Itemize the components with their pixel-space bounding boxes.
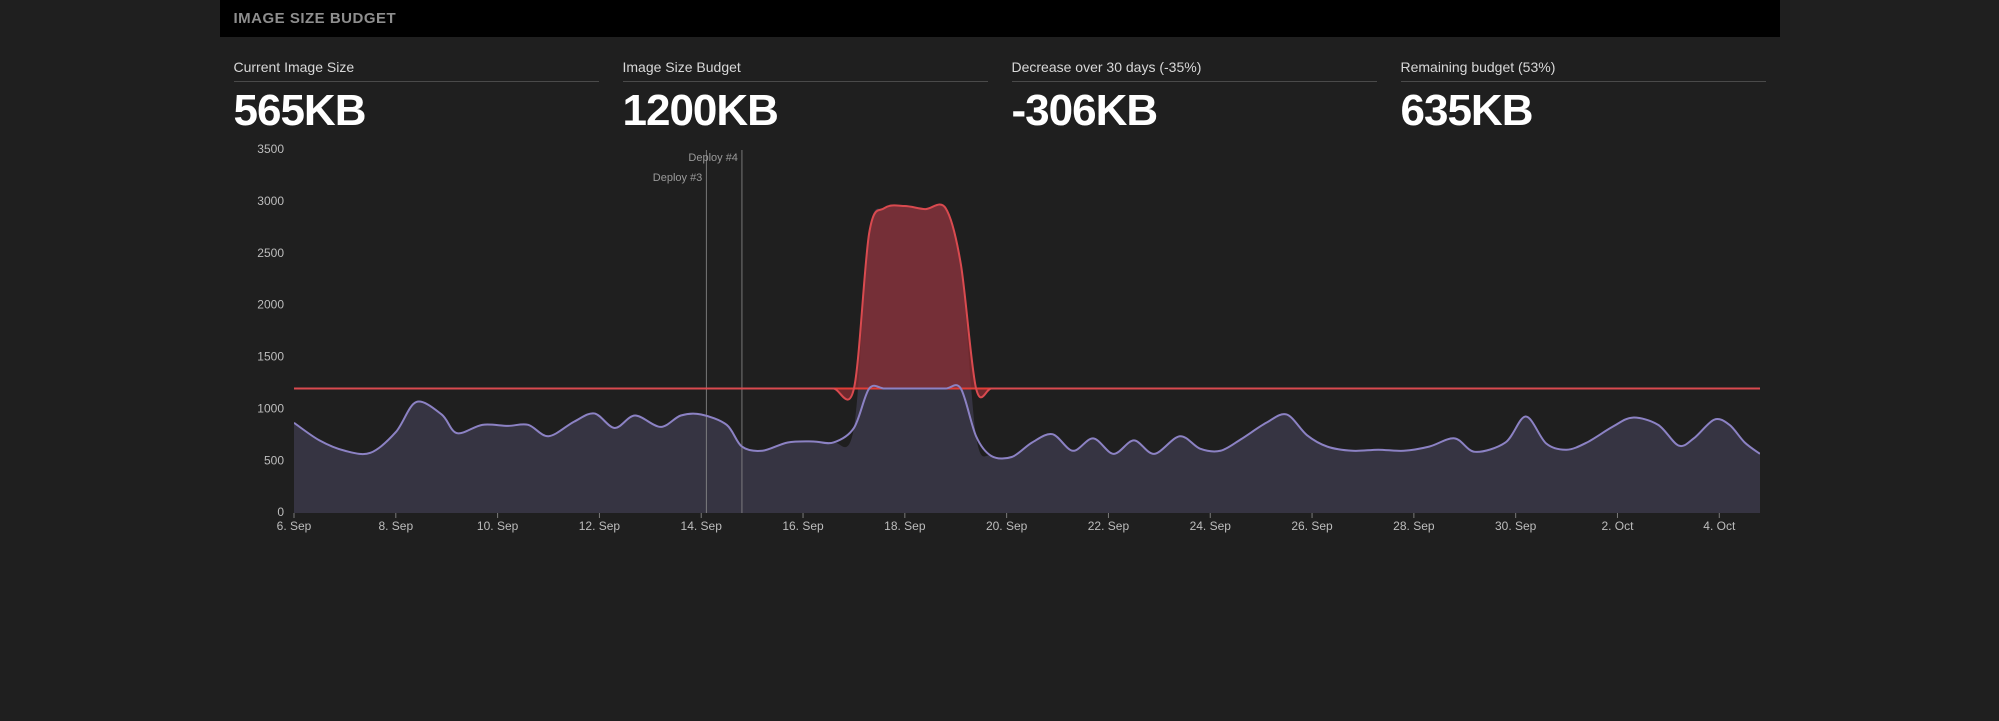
x-axis-tick-label: 6. Sep [276, 519, 311, 533]
x-axis-tick-label: 4. Oct [1703, 519, 1736, 533]
y-axis-tick-label: 1500 [257, 350, 284, 364]
metric-decrease: Decrease over 30 days (-35%) -306KB [1012, 59, 1377, 134]
metric-label: Remaining budget (53%) [1401, 59, 1766, 82]
metric-label: Image Size Budget [623, 59, 988, 82]
x-axis-tick-label: 8. Sep [378, 519, 413, 533]
metric-value: 1200KB [623, 88, 988, 134]
x-axis-tick-label: 18. Sep [884, 519, 926, 533]
chart-area-fill [294, 205, 1760, 514]
metric-value: -306KB [1012, 88, 1377, 134]
metrics-row: Current Image Size 565KB Image Size Budg… [220, 37, 1780, 140]
x-axis-tick-label: 16. Sep [782, 519, 824, 533]
panel-title: IMAGE SIZE BUDGET [220, 0, 1780, 37]
x-axis-tick-label: 12. Sep [578, 519, 620, 533]
x-axis-tick-label: 26. Sep [1291, 519, 1333, 533]
chart-container: 0 500 1000 1500 2000 2500 3000 3500 Deploy #3 Dep… [220, 140, 1780, 549]
metric-label: Decrease over 30 days (-35%) [1012, 59, 1377, 82]
x-axis-tick-label: 24. Sep [1189, 519, 1231, 533]
y-axis-tick-label: 2500 [257, 246, 284, 260]
metric-value: 635KB [1401, 88, 1766, 134]
image-size-chart[interactable]: 0 500 1000 1500 2000 2500 3000 3500 Deploy #3 Dep… [234, 144, 1766, 539]
y-axis-tick-label: 3500 [257, 144, 284, 156]
x-axis-tick-label: 20. Sep [985, 519, 1027, 533]
x-axis-tick-label: 22. Sep [1087, 519, 1129, 533]
x-axis-tick-label: 2. Oct [1601, 519, 1634, 533]
x-axis-tick-label: 10. Sep [476, 519, 518, 533]
metric-label: Current Image Size [234, 59, 599, 82]
deploy-marker-label: Deploy #3 [652, 172, 702, 184]
x-axis-tick-label: 30. Sep [1494, 519, 1536, 533]
y-axis-tick-label: 0 [277, 505, 284, 519]
panel-title-text: IMAGE SIZE BUDGET [234, 10, 397, 27]
metric-value: 565KB [234, 88, 599, 134]
metric-current-size: Current Image Size 565KB [234, 59, 599, 134]
x-axis-tick-label: 28. Sep [1393, 519, 1435, 533]
y-axis-tick-label: 1000 [257, 402, 284, 416]
chart-over-budget-fill [294, 205, 1760, 400]
x-axis-tick-label: 14. Sep [680, 519, 722, 533]
chart-over-budget-line [294, 205, 1760, 400]
y-axis-tick-label: 500 [263, 454, 283, 468]
deploy-marker-label: Deploy #4 [688, 152, 738, 164]
metric-remaining: Remaining budget (53%) 635KB [1401, 59, 1766, 134]
metric-budget: Image Size Budget 1200KB [623, 59, 988, 134]
y-axis-tick-label: 3000 [257, 194, 284, 208]
y-axis-tick-label: 2000 [257, 298, 284, 312]
